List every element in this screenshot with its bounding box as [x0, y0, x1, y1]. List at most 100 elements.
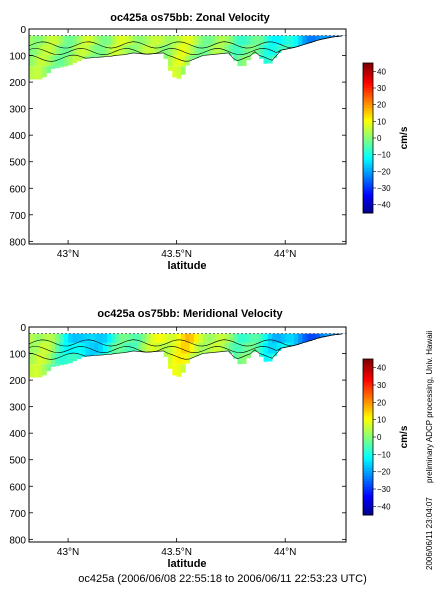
velocity-cell: [215, 333, 221, 343]
colorbar-segment: [363, 439, 373, 443]
velocity-cell: [215, 44, 221, 54]
velocity-cell: [46, 44, 52, 56]
velocity-cell: [185, 55, 191, 66]
velocity-cell: [298, 35, 303, 45]
velocity-cell: [272, 44, 277, 56]
velocity-cell: [128, 35, 134, 45]
velocity-cell: [246, 44, 251, 56]
velocity-cell: [233, 55, 238, 61]
velocity-cell: [94, 55, 99, 58]
velocity-cell: [55, 353, 60, 365]
velocity-cell: [141, 342, 147, 352]
velocity-cell: [72, 342, 78, 354]
velocity-cell: [194, 353, 199, 357]
velocity-cell: [167, 55, 173, 67]
colorbar-segment: [363, 143, 373, 146]
colorbar-segment: [363, 463, 373, 467]
colorbar-segment: [363, 405, 373, 409]
velocity-cell: [272, 333, 277, 343]
colorbar-segment: [363, 210, 373, 214]
velocity-cell: [207, 35, 212, 45]
velocity-cell: [189, 35, 195, 45]
velocity-cell: [46, 364, 52, 372]
velocity-cell: [29, 55, 34, 67]
velocity-cell: [98, 342, 104, 354]
colorbar-segment: [363, 400, 373, 404]
velocity-cell: [133, 342, 138, 352]
colorbar-segment: [363, 392, 373, 396]
colorbar-segment: [363, 447, 373, 451]
velocity-cell: [137, 333, 143, 343]
velocity-cell: [276, 342, 282, 351]
colorbar-segment: [363, 73, 373, 76]
colorbar-segment: [363, 491, 373, 495]
velocity-cell: [59, 342, 65, 354]
colorbar-segment: [363, 457, 373, 461]
velocity-cell: [293, 342, 299, 345]
y-tick-label: 500: [9, 158, 26, 169]
colorbar-tick-label: 30: [377, 84, 386, 93]
velocity-cell: [85, 353, 91, 357]
velocity-cell: [224, 333, 230, 343]
velocity-cell: [59, 55, 65, 67]
velocity-cell: [224, 35, 230, 45]
velocity-cell: [202, 333, 208, 343]
velocity-cell: [198, 55, 204, 57]
velocity-cell: [250, 342, 256, 353]
colorbar-segment: [363, 385, 373, 389]
colorbar-tick-label: 30: [377, 381, 386, 390]
velocity-cell: [241, 342, 247, 354]
x-tick-label: 43°N: [57, 547, 79, 558]
velocity-cell: [241, 44, 247, 56]
colorbar-tick-label: −10: [377, 151, 391, 160]
velocity-cell: [259, 353, 264, 357]
velocity-cell: [33, 364, 39, 378]
colorbar-segment: [363, 470, 373, 474]
velocity-cell: [259, 333, 264, 343]
velocity-cell: [94, 44, 99, 56]
velocity-cell: [120, 342, 125, 354]
velocity-cell: [98, 44, 104, 56]
velocity-cell: [120, 44, 125, 56]
velocity-cell: [102, 342, 108, 354]
velocity-cell: [111, 35, 117, 45]
colorbar-segment: [363, 382, 373, 386]
colorbar-segment: [363, 483, 373, 487]
velocity-cell: [328, 35, 334, 38]
velocity-cell: [146, 342, 151, 353]
velocity-cell: [202, 44, 208, 56]
velocity-cell: [85, 35, 91, 45]
colorbar-segment: [363, 203, 373, 206]
velocity-cell: [42, 364, 47, 376]
velocity-cell: [263, 35, 269, 45]
colorbar-segment: [363, 437, 373, 441]
contour-line: [29, 333, 342, 347]
velocity-cell: [319, 35, 325, 40]
colorbar-segment: [363, 170, 373, 174]
velocity-cell: [202, 35, 208, 45]
velocity-cell: [85, 55, 91, 59]
colorbar-segment: [363, 398, 373, 402]
velocity-cell: [319, 333, 325, 338]
colorbar-tick-label: 40: [377, 364, 386, 373]
colorbar-segment: [363, 390, 373, 394]
velocity-cell: [72, 55, 78, 64]
colorbar-segment: [363, 450, 373, 454]
velocity-cell: [246, 342, 251, 354]
velocity-cell: [68, 35, 73, 45]
velocity-cell: [172, 333, 178, 343]
velocity-cell: [50, 333, 56, 343]
velocity-cell: [228, 44, 234, 56]
colorbar-segment: [363, 369, 373, 373]
colorbar-segment: [363, 100, 373, 104]
velocity-cell: [237, 333, 243, 343]
velocity-cell: [37, 35, 43, 45]
velocity-cell: [176, 55, 182, 67]
velocity-cell: [89, 55, 95, 58]
velocity-cell: [332, 333, 338, 335]
velocity-cell: [263, 55, 269, 64]
colorbar-segment: [363, 183, 373, 186]
colorbar-segment: [363, 208, 373, 211]
colorbar-segment: [363, 509, 373, 513]
